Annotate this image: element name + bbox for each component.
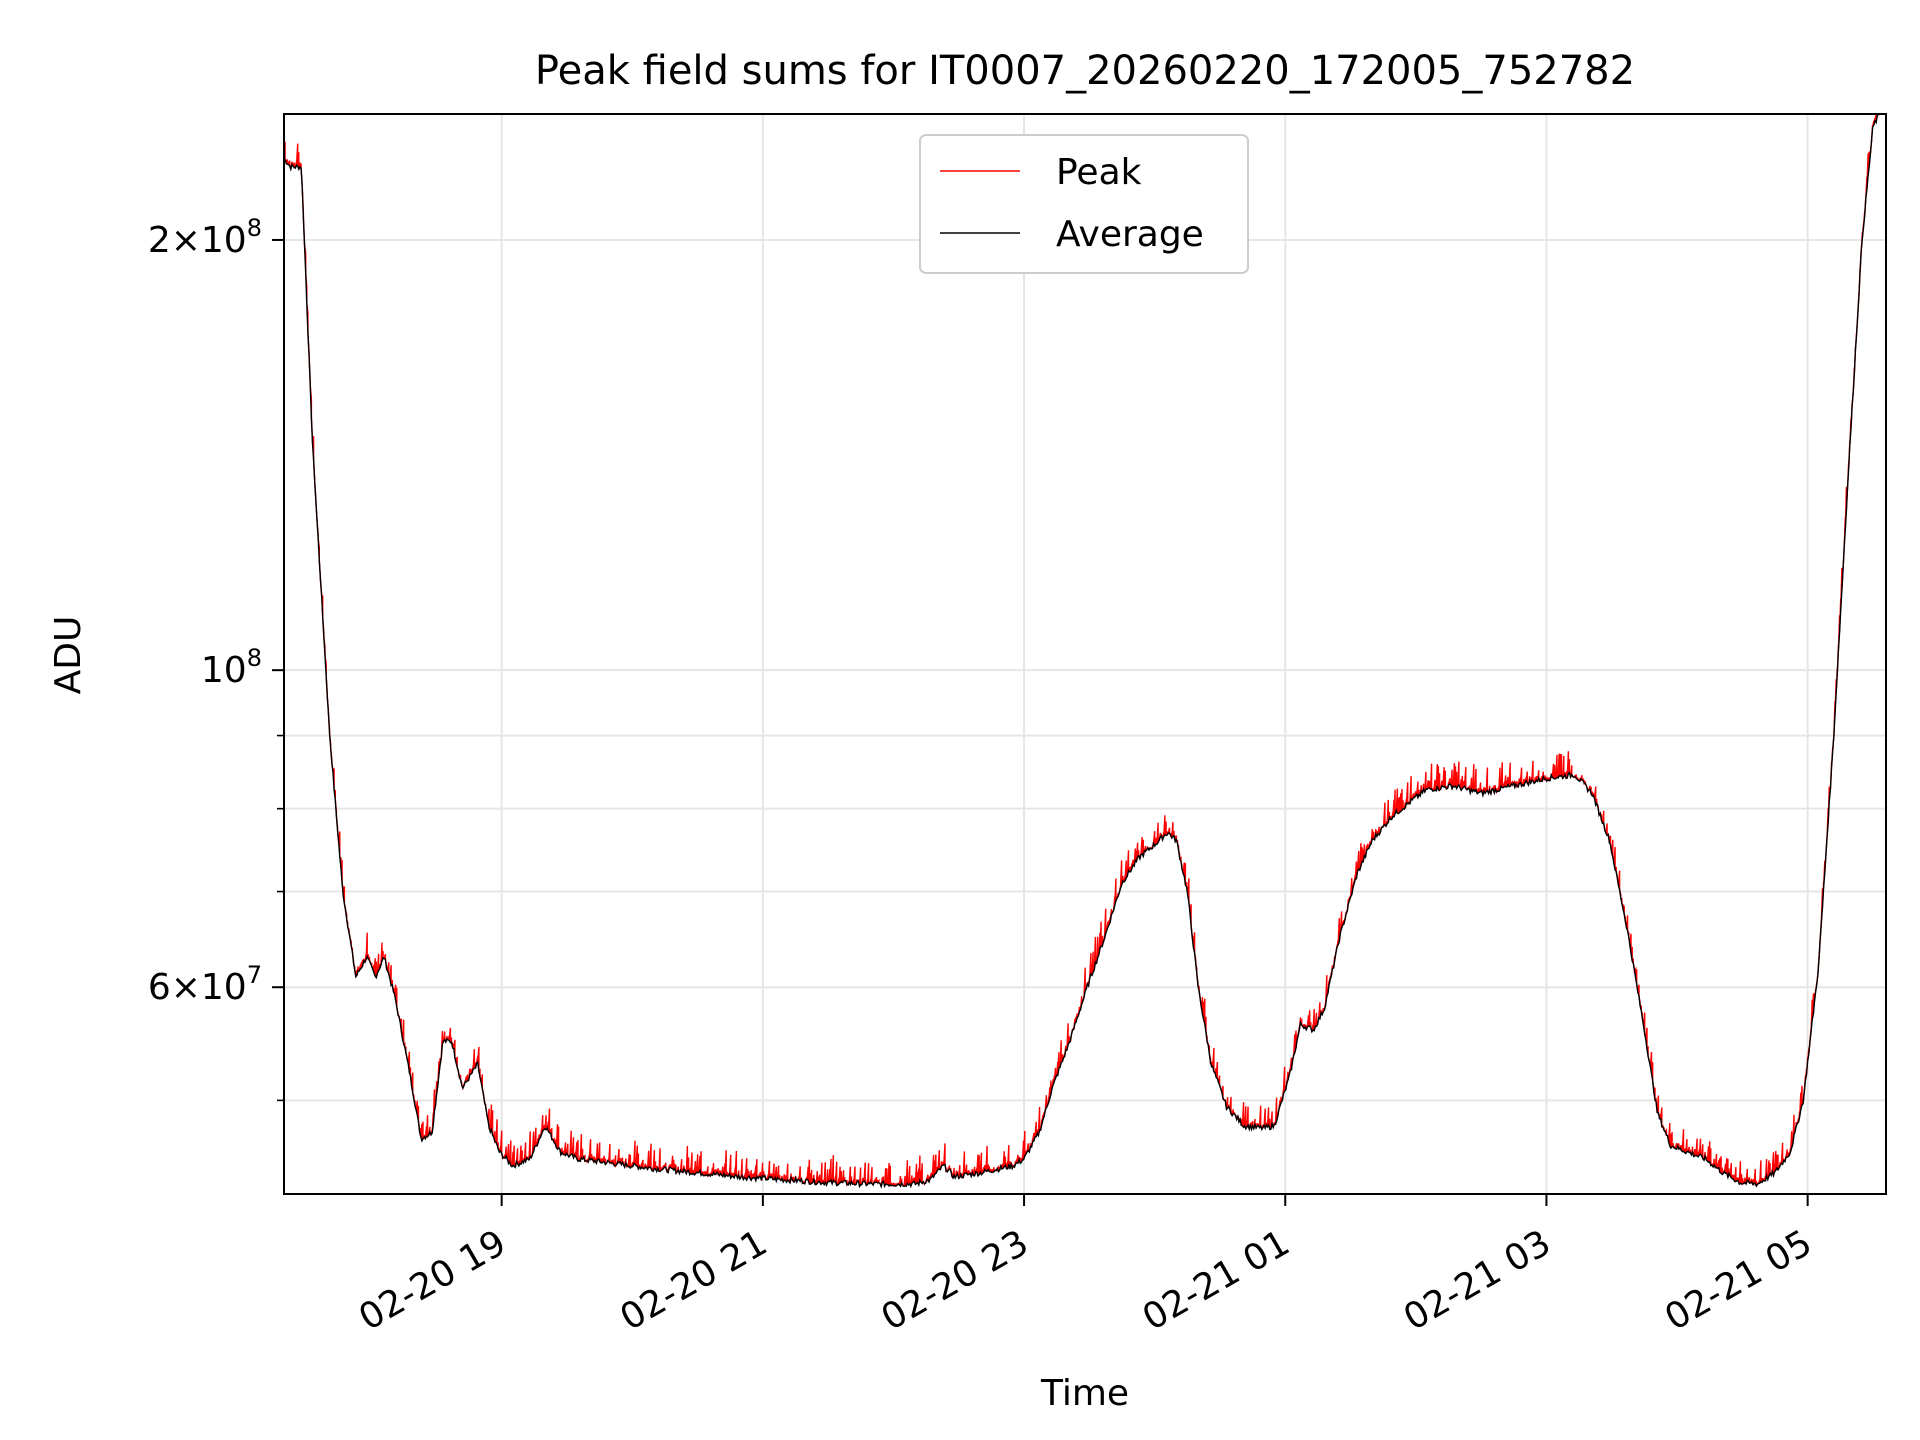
legend-average-label: Average <box>1056 214 1204 255</box>
x-axis-label: Time <box>1040 1373 1129 1414</box>
average-series <box>283 113 1880 1189</box>
grid-lines <box>284 114 1886 1194</box>
legend-box <box>919 134 1249 274</box>
legend: Peak Average <box>919 134 1249 274</box>
y-axis-ticks: 6×107 108 2×108 <box>148 214 284 1102</box>
y-tick-label: 2×108 <box>148 214 262 261</box>
average-line <box>283 113 1880 1189</box>
y-tick-label: 6×107 <box>148 961 262 1008</box>
plot-frame <box>283 113 1887 1195</box>
legend-peak-label: Peak <box>1056 152 1142 193</box>
y-axis-label: ADU <box>48 616 89 695</box>
y-tick-label: 108 <box>201 644 262 691</box>
chart-title: Peak field sums for IT0007_20260220_1720… <box>535 48 1635 94</box>
